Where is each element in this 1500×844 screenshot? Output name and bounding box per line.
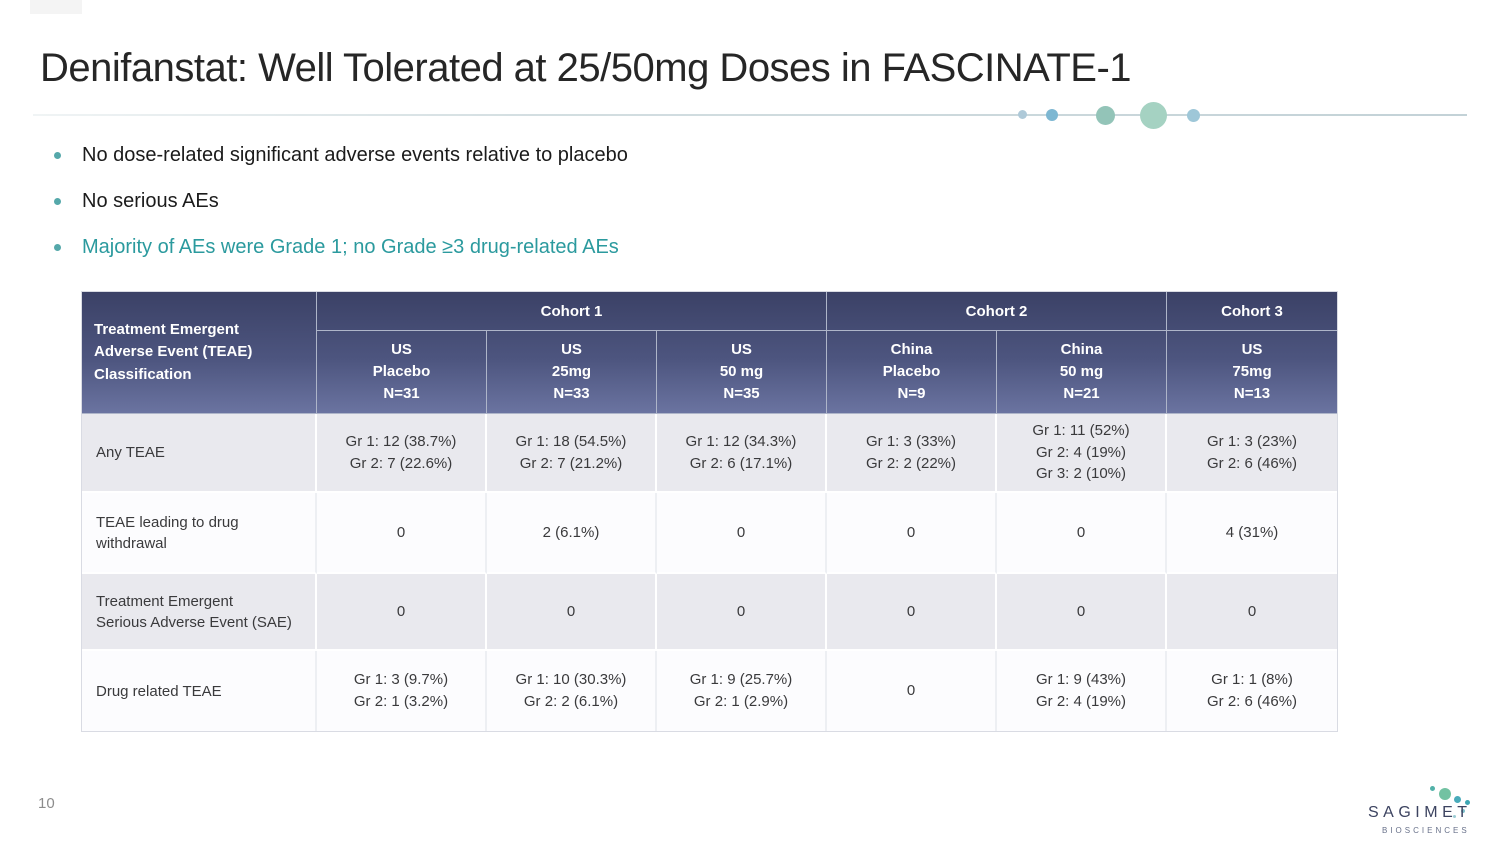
- cohort-3-header: Cohort 3: [1167, 292, 1338, 331]
- table-cell: 0: [827, 493, 997, 574]
- cohort-2-header: Cohort 2: [827, 292, 1168, 331]
- bullet-item: No serious AEs: [52, 190, 628, 213]
- row-label: TEAE leading to drug withdrawal: [82, 493, 317, 574]
- divider-dot-icon: [1096, 106, 1115, 125]
- table-cell: 0: [827, 651, 997, 731]
- bullet-text: No dose-related significant adverse even…: [82, 144, 628, 166]
- row-label: Drug related TEAE: [82, 651, 317, 731]
- column-header-china-placebo: China Placebo N=9: [827, 331, 997, 414]
- table-cell: Gr 1: 12 (34.3%) Gr 2: 6 (17.1%): [657, 414, 827, 493]
- bullet-icon: [54, 198, 61, 205]
- divider-dot-icon: [1187, 109, 1200, 122]
- column-header-us-placebo: US Placebo N=31: [317, 331, 487, 414]
- bullet-item: Majority of AEs were Grade 1; no Grade ≥…: [52, 236, 628, 259]
- table-cell: 0: [317, 493, 487, 574]
- column-header-us-75mg: US 75mg N=13: [1167, 331, 1338, 414]
- row-label: Any TEAE: [82, 414, 317, 493]
- bullet-list: No dose-related significant adverse even…: [52, 144, 628, 282]
- logo-dot-icon: [1439, 788, 1451, 800]
- table-header: Treatment Emergent Adverse Event (TEAE) …: [82, 292, 1338, 414]
- logo-dot-icon: [1454, 796, 1461, 803]
- table-cell: 0: [487, 574, 657, 651]
- table-cell: Gr 1: 18 (54.5%) Gr 2: 7 (21.2%): [487, 414, 657, 493]
- table-row: Treatment Emergent Serious Adverse Event…: [82, 574, 1338, 651]
- table-cell: Gr 1: 9 (43%) Gr 2: 4 (19%): [997, 651, 1168, 731]
- column-header-china-50mg: China 50 mg N=21: [997, 331, 1168, 414]
- cohort-1-header: Cohort 1: [317, 292, 827, 331]
- table-cell: 0: [827, 574, 997, 651]
- divider-dot-icon: [1140, 102, 1167, 129]
- logo-dot-icon: [1461, 809, 1465, 813]
- divider-dot-icon: [1018, 110, 1027, 119]
- bullet-icon: [54, 152, 61, 159]
- bullet-icon: [54, 244, 61, 251]
- table-row: TEAE leading to drug withdrawal 0 2 (6.1…: [82, 493, 1338, 574]
- table-cell: 0: [657, 493, 827, 574]
- row-label: Treatment Emergent Serious Adverse Event…: [82, 574, 317, 651]
- table-cell: 0: [657, 574, 827, 651]
- corner-mark: [30, 0, 82, 14]
- table-row: Drug related TEAE Gr 1: 3 (9.7%) Gr 2: 1…: [82, 651, 1338, 731]
- column-header-us-50mg: US 50 mg N=35: [657, 331, 827, 414]
- table-cell: Gr 1: 10 (30.3%) Gr 2: 2 (6.1%): [487, 651, 657, 731]
- table-body: Any TEAE Gr 1: 12 (38.7%) Gr 2: 7 (22.6%…: [82, 414, 1338, 731]
- cohort-header-row: Treatment Emergent Adverse Event (TEAE) …: [82, 292, 1338, 414]
- table-cell: Gr 1: 3 (9.7%) Gr 2: 1 (3.2%): [317, 651, 487, 731]
- teae-table: Treatment Emergent Adverse Event (TEAE) …: [82, 292, 1338, 731]
- bullet-text: No serious AEs: [82, 190, 219, 212]
- table-cell: Gr 1: 3 (23%) Gr 2: 6 (46%): [1167, 414, 1338, 493]
- bullet-text: Majority of AEs were Grade 1; no Grade ≥…: [82, 236, 619, 258]
- table-corner-header: Treatment Emergent Adverse Event (TEAE) …: [82, 292, 317, 414]
- page-title: Denifanstat: Well Tolerated at 25/50mg D…: [40, 46, 1132, 90]
- bullet-item: No dose-related significant adverse even…: [52, 144, 628, 167]
- table-cell: Gr 1: 11 (52%) Gr 2: 4 (19%) Gr 3: 2 (10…: [997, 414, 1168, 493]
- title-divider: [33, 114, 1467, 116]
- table-cell: 0: [317, 574, 487, 651]
- table-cell: Gr 1: 9 (25.7%) Gr 2: 1 (2.9%): [657, 651, 827, 731]
- table-cell: 0: [997, 574, 1168, 651]
- divider-dot-icon: [1046, 109, 1058, 121]
- table-cell: Gr 1: 3 (33%) Gr 2: 2 (22%): [827, 414, 997, 493]
- logo-dot-icon: [1430, 786, 1435, 791]
- table-cell: 2 (6.1%): [487, 493, 657, 574]
- table-cell: Gr 1: 12 (38.7%) Gr 2: 7 (22.6%): [317, 414, 487, 493]
- arm-header-row: US Placebo N=31 US 25mg N=33 US 50 mg N=…: [82, 331, 1338, 414]
- logo-dot-icon: [1465, 800, 1470, 805]
- column-header-us-25mg: US 25mg N=33: [487, 331, 657, 414]
- logo-subtext: BIOSCIENCES: [1382, 826, 1470, 835]
- table-cell: 0: [997, 493, 1168, 574]
- table-cell: 4 (31%): [1167, 493, 1338, 574]
- table-cell: Gr 1: 1 (8%) Gr 2: 6 (46%): [1207, 671, 1298, 710]
- logo-dot-icon: [1453, 815, 1456, 818]
- logo-wordmark: SAGIMET: [1368, 804, 1472, 821]
- table-row: Any TEAE Gr 1: 12 (38.7%) Gr 2: 7 (22.6%…: [82, 414, 1338, 493]
- table-cell: 0: [1167, 574, 1338, 651]
- page-number: 10: [38, 795, 55, 812]
- sagimet-logo: SAGIMET BIOSCIENCES: [1368, 780, 1480, 836]
